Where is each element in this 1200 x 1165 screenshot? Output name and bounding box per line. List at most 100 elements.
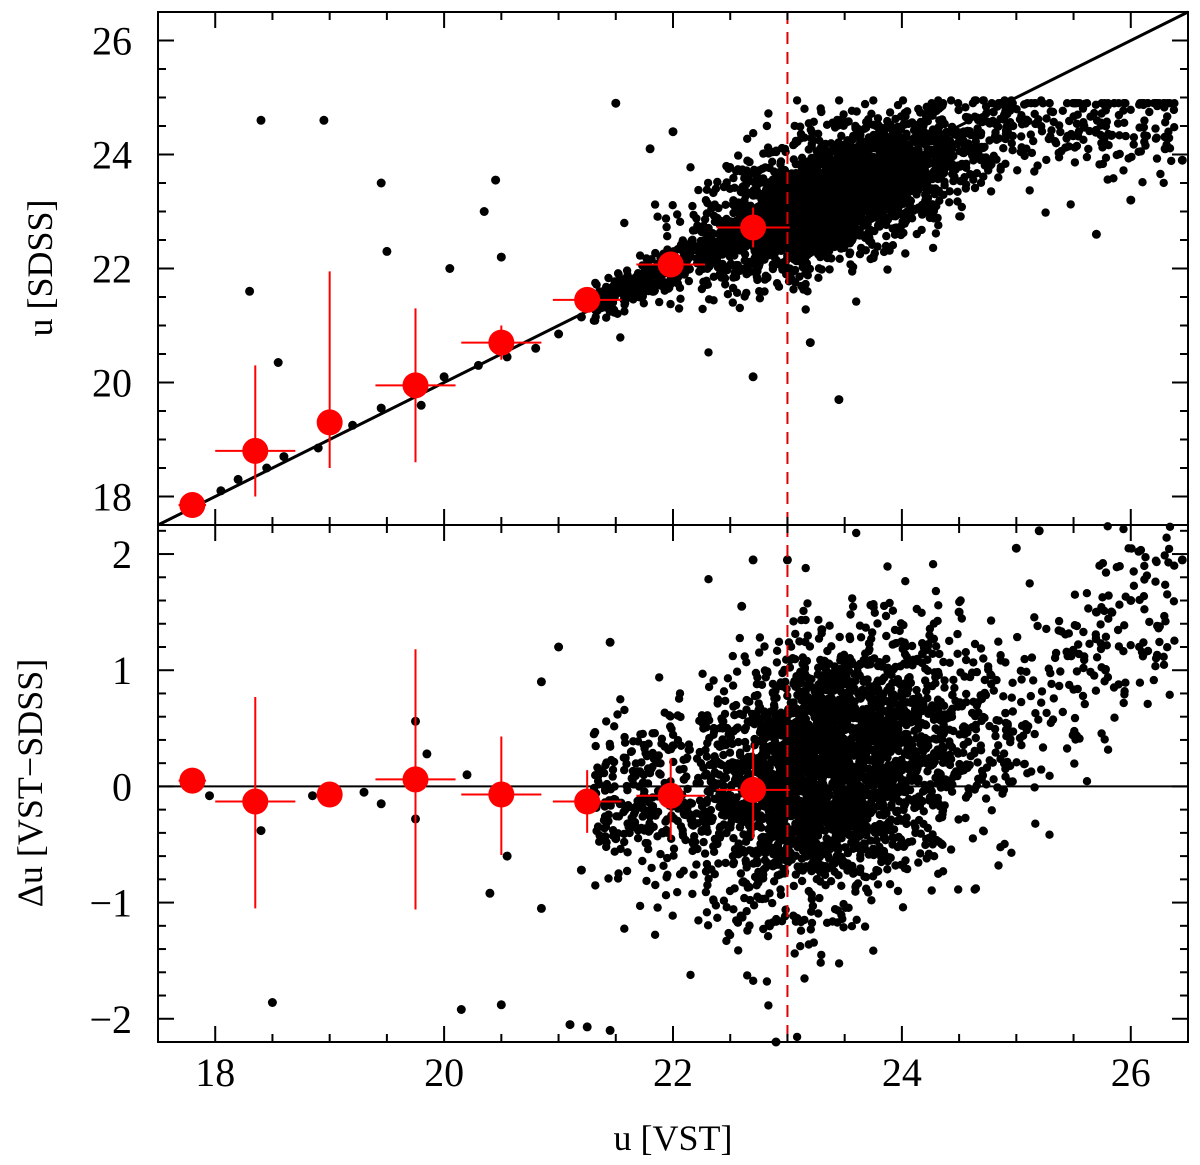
scatter-point bbox=[657, 281, 667, 291]
cloud-point bbox=[1026, 130, 1036, 139]
cloud-point bbox=[933, 213, 942, 223]
cloud-point bbox=[902, 197, 912, 206]
y-tick-label: 24 bbox=[92, 133, 132, 178]
binned-point bbox=[740, 214, 767, 241]
cloud-point bbox=[1091, 100, 1101, 110]
cloud-point bbox=[825, 265, 834, 274]
cloud-point bbox=[764, 178, 774, 187]
cloud-point bbox=[801, 563, 810, 573]
cloud-point bbox=[620, 218, 629, 228]
cloud-point bbox=[1159, 178, 1168, 188]
cloud-point bbox=[931, 679, 940, 688]
cloud-point bbox=[624, 276, 633, 285]
scatter-point bbox=[611, 98, 621, 108]
cloud-point bbox=[901, 577, 910, 586]
cloud-point bbox=[857, 141, 866, 150]
cloud-point bbox=[976, 178, 986, 187]
cloud-point bbox=[834, 96, 844, 105]
cloud-point bbox=[804, 145, 813, 154]
cloud-point bbox=[676, 294, 685, 303]
cloud-point bbox=[940, 676, 949, 685]
cloud-point bbox=[686, 970, 695, 980]
cloud-point bbox=[1101, 153, 1111, 162]
cloud-point bbox=[1042, 114, 1051, 123]
cloud-point bbox=[966, 130, 975, 140]
y-tick-label: 20 bbox=[92, 361, 132, 406]
cloud-point bbox=[873, 242, 882, 251]
cloud-point bbox=[923, 148, 932, 157]
cloud-point bbox=[875, 138, 885, 148]
cloud-point bbox=[608, 282, 618, 291]
cloud-point bbox=[721, 248, 731, 257]
cloud-point bbox=[835, 219, 844, 228]
cloud-point bbox=[893, 122, 902, 131]
cloud-point bbox=[1164, 127, 1173, 136]
bottom-scatter-cloud bbox=[588, 522, 1179, 1042]
cloud-point bbox=[1055, 121, 1064, 130]
cloud-point bbox=[1103, 175, 1112, 184]
cloud-point bbox=[792, 96, 802, 105]
cloud-point bbox=[812, 171, 821, 180]
cloud-point bbox=[962, 144, 972, 154]
cloud-point bbox=[764, 1001, 773, 1010]
cloud-point bbox=[1164, 133, 1174, 143]
cloud-point bbox=[904, 119, 913, 128]
cloud-point bbox=[837, 131, 846, 141]
cloud-point bbox=[996, 165, 1005, 174]
cloud-point bbox=[772, 243, 782, 252]
cloud-point bbox=[723, 290, 733, 299]
cloud-point bbox=[749, 186, 758, 195]
cloud-point bbox=[709, 272, 718, 281]
cloud-point bbox=[804, 119, 813, 128]
cloud-point bbox=[1046, 107, 1056, 116]
cloud-point bbox=[772, 279, 782, 288]
binned-point bbox=[242, 437, 269, 464]
cloud-point bbox=[722, 903, 731, 912]
cloud-point bbox=[986, 187, 996, 196]
cloud-point bbox=[811, 155, 821, 165]
cloud-point bbox=[1170, 99, 1179, 108]
cloud-point bbox=[702, 209, 712, 218]
cloud-point bbox=[703, 178, 713, 188]
cloud-point bbox=[945, 658, 954, 667]
cloud-point bbox=[856, 243, 866, 253]
cloud-point bbox=[822, 666, 831, 676]
cloud-point bbox=[894, 180, 903, 189]
cloud-point bbox=[725, 163, 735, 172]
cloud-point bbox=[901, 249, 910, 258]
cloud-point bbox=[789, 285, 798, 294]
cloud-point bbox=[776, 236, 785, 245]
binned-point bbox=[488, 329, 515, 356]
cloud-point bbox=[973, 124, 982, 133]
cloud-point bbox=[753, 203, 762, 212]
cloud-point bbox=[735, 210, 745, 220]
cloud-point bbox=[1107, 131, 1116, 140]
cloud-point bbox=[933, 616, 942, 626]
cloud-point bbox=[801, 279, 810, 289]
cloud-point bbox=[770, 235, 779, 244]
cloud-point bbox=[730, 251, 739, 260]
cloud-point bbox=[894, 832, 903, 842]
cloud-point bbox=[905, 181, 914, 190]
scatter-point bbox=[725, 241, 735, 251]
cloud-point bbox=[750, 691, 760, 701]
cloud-point bbox=[620, 307, 629, 316]
cloud-point bbox=[1152, 154, 1162, 163]
cloud-point bbox=[1151, 124, 1160, 133]
cloud-point bbox=[947, 787, 957, 796]
scatter-point bbox=[376, 403, 386, 413]
cloud-point bbox=[799, 606, 808, 616]
cloud-point bbox=[931, 187, 940, 196]
cloud-point bbox=[797, 876, 807, 886]
cloud-point bbox=[681, 244, 690, 254]
cloud-point bbox=[808, 135, 818, 145]
cloud-point bbox=[961, 103, 970, 112]
cloud-point bbox=[631, 273, 640, 282]
cloud-point bbox=[946, 96, 956, 105]
cloud-point bbox=[881, 611, 891, 621]
cloud-point bbox=[1003, 127, 1012, 136]
cloud-point bbox=[924, 172, 933, 182]
cloud-point bbox=[994, 637, 1003, 646]
cloud-point bbox=[1041, 208, 1050, 217]
